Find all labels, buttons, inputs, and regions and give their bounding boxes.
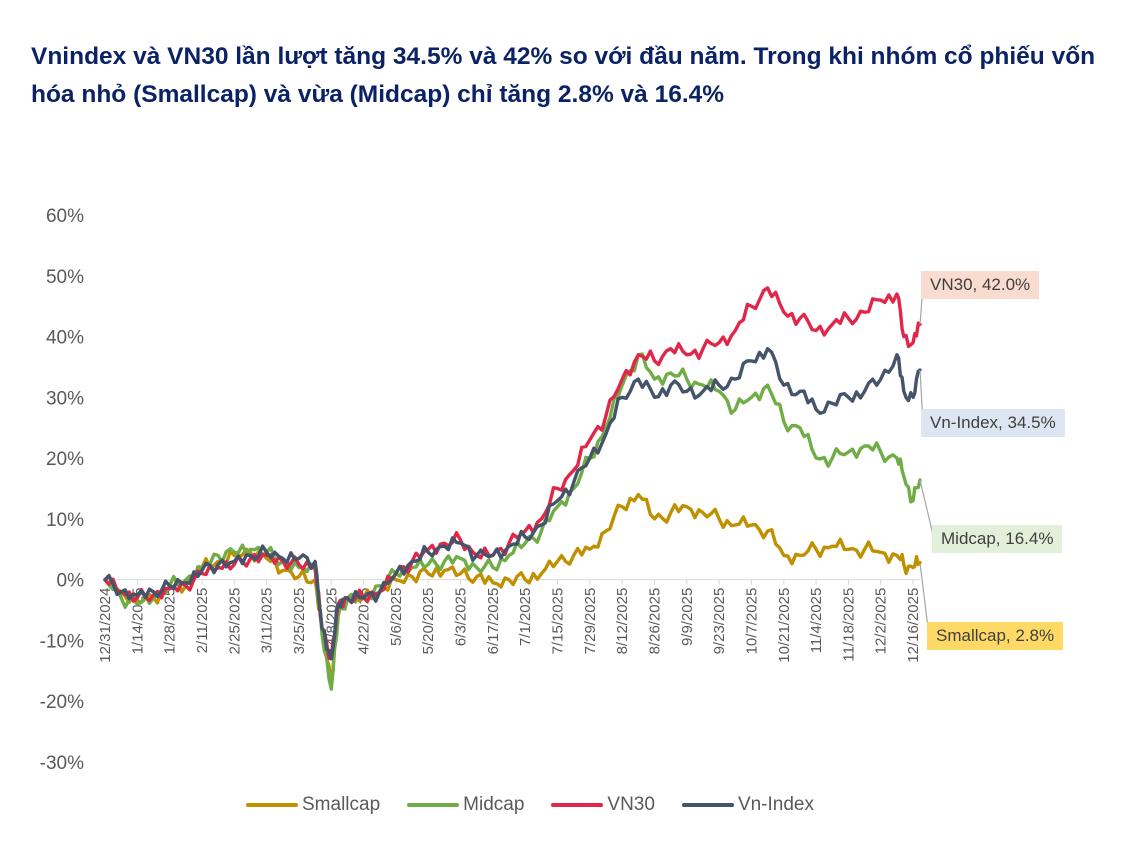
x-tick-label: 8/12/2025: [614, 588, 631, 655]
x-tick-label: 3/11/2025: [259, 588, 276, 654]
series-line-smallcap: [103, 492, 922, 685]
legend-swatch: [681, 803, 734, 807]
legend-swatch: [407, 803, 460, 807]
legend-swatch: [551, 803, 604, 807]
end-label-smallcap: Smallcap, 2.8%: [927, 622, 1064, 650]
y-tick-label: 30%: [46, 388, 84, 409]
x-tick-label: 5/20/2025: [420, 588, 437, 655]
label-leader-lines: [919, 284, 935, 637]
legend-item: Vn-Index: [681, 794, 814, 816]
x-tick-label: 7/1/2025: [517, 588, 534, 646]
y-tick-label: 10%: [46, 510, 84, 531]
x-tick-label: 11/4/2025: [808, 588, 825, 654]
series-line-vn30: [103, 286, 922, 661]
y-tick-label: 0%: [57, 571, 85, 592]
x-tick-label: 2/25/2025: [226, 588, 243, 655]
y-tick-label: 40%: [46, 328, 84, 349]
series-lines: [103, 286, 922, 691]
x-tick-label: 6/17/2025: [485, 588, 502, 655]
legend: Smallcap Midcap VN30 Vn-Index: [246, 792, 841, 818]
leader-line: [919, 479, 935, 540]
end-label-vn30: VN30, 42.0%: [921, 271, 1040, 299]
x-tick-label: 8/26/2025: [646, 588, 663, 655]
x-tick-label: 2/11/2025: [194, 588, 211, 654]
legend-label: VN30: [607, 794, 655, 815]
x-axis: 12/31/2024 1/14/2025 1/28/2025 2/11/2025 2/2…: [97, 579, 922, 663]
legend-item: Midcap: [407, 794, 524, 816]
y-tick-label: 50%: [46, 267, 84, 288]
x-tick-label: 1/28/2025: [162, 588, 179, 655]
legend-item: Smallcap: [246, 794, 380, 816]
y-tick-label: 20%: [46, 449, 84, 470]
x-tick-label: 10/21/2025: [776, 588, 793, 663]
y-tick-label: -10%: [40, 631, 84, 652]
x-tick-label: 7/15/2025: [550, 588, 567, 655]
legend-label: Midcap: [463, 794, 525, 815]
x-tick-label: 4/22/2025: [356, 588, 373, 655]
y-tick-label: -20%: [40, 692, 84, 713]
x-tick-label: 11/18/2025: [840, 588, 857, 662]
x-tick-label: 3/25/2025: [291, 588, 308, 655]
y-tick-label: 60%: [46, 206, 84, 227]
legend-label: Vn-Index: [737, 794, 814, 815]
x-tick-label: 5/6/2025: [388, 588, 405, 646]
series-line-vn-index: [103, 347, 922, 661]
chart-title: Vnindex và VN30 lần lượt tăng 34.5% và 4…: [31, 43, 1096, 108]
x-tick-label: 9/23/2025: [711, 588, 728, 655]
legend-swatch: [246, 803, 298, 807]
x-tick-label: 6/3/2025: [453, 588, 470, 646]
x-tick-label: 12/31/2024: [97, 588, 114, 663]
x-tick-label: 12/2/2025: [873, 588, 890, 655]
x-tick-label: 7/29/2025: [582, 588, 599, 655]
legend-label: Smallcap: [302, 794, 381, 815]
end-label-vn-index: Vn-Index, 34.5%: [921, 409, 1065, 437]
y-axis: 60% 50% 40% 30% 20% 10% 0% -10% -20% -30%: [40, 206, 84, 774]
y-tick-label: -30%: [40, 753, 84, 774]
x-tick-label: 9/9/2025: [679, 588, 696, 646]
legend-item: VN30: [551, 794, 655, 816]
x-tick-label: 1/14/2025: [129, 588, 146, 655]
x-tick-label: 12/16/2025: [905, 588, 922, 663]
x-tick-label: 10/7/2025: [743, 588, 760, 655]
series-line-midcap: [103, 352, 922, 691]
end-label-midcap: Midcap, 16.4%: [932, 525, 1063, 553]
